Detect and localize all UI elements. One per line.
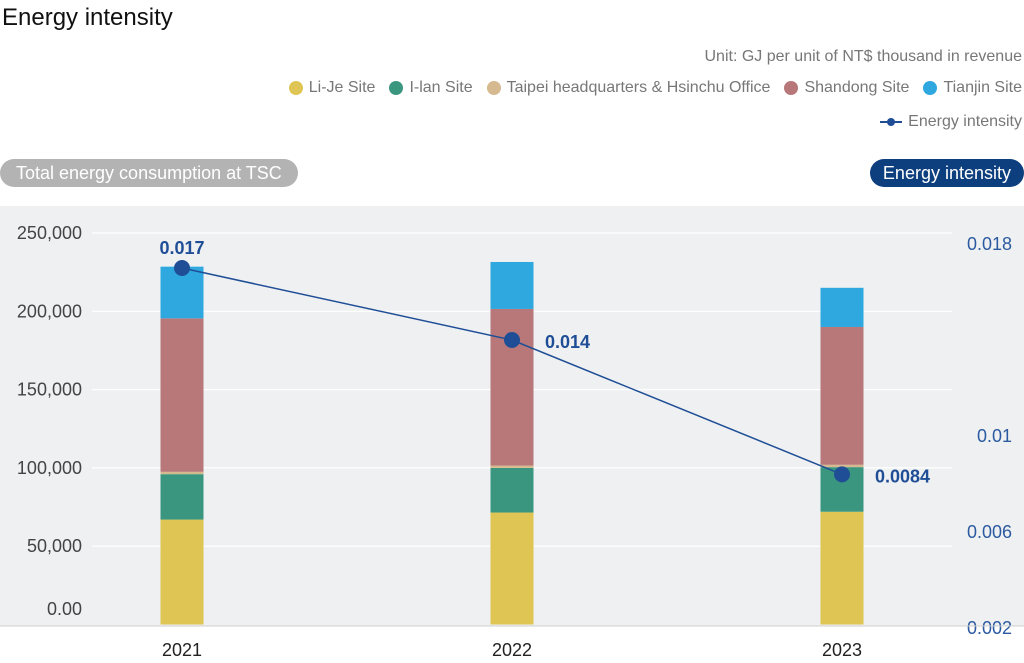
- legend-label-energy-intensity: Energy intensity: [908, 113, 1022, 130]
- bar-segment: [820, 511, 864, 625]
- legend-label-ilan: I-lan Site: [409, 79, 473, 96]
- legend-label-li-je: Li-Je Site: [308, 79, 376, 96]
- y-right-tick-label: 0.018: [967, 234, 1012, 254]
- bar-segment: [490, 467, 534, 513]
- legend-label-taipei: Taipei headquarters & Hsinchu Office: [506, 79, 771, 96]
- line-marker-icon: [880, 116, 903, 128]
- left-axis-title: Total energy consumption at TSC: [0, 159, 298, 187]
- bar-segment: [160, 519, 204, 625]
- unit-label: Unit: GJ per unit of NT$ thousand in rev…: [704, 48, 1022, 65]
- bar-segment: [490, 261, 534, 309]
- y-left-tick-label: 250,000: [17, 223, 82, 243]
- y-left-tick-label: 50,000: [27, 536, 82, 556]
- legend: Li-Je Site I-lan Site Taipei headquarter…: [288, 79, 1022, 97]
- intensity-point: [174, 260, 190, 276]
- x-tick-label: 2022: [492, 640, 532, 660]
- bar-segment: [490, 465, 534, 468]
- intensity-data-label: 0.017: [159, 238, 204, 258]
- intensity-data-label: 0.0084: [875, 466, 930, 486]
- y-left-tick-label: 200,000: [17, 301, 82, 321]
- bar-segment: [160, 474, 204, 520]
- intensity-point: [834, 466, 850, 483]
- legend-item-tianjin[interactable]: Tianjin Site: [923, 79, 1022, 97]
- y-left-tick-label: 0.00: [47, 599, 82, 619]
- y-left-tick-label: 100,000: [17, 458, 82, 478]
- legend-item-energy-intensity[interactable]: Energy intensity: [880, 113, 1022, 131]
- bar-segment: [820, 287, 864, 327]
- y-right-tick-label: 0.006: [967, 522, 1012, 542]
- legend-item-taipei[interactable]: Taipei headquarters & Hsinchu Office: [486, 79, 771, 97]
- legend-swatch-shandong: [784, 81, 799, 95]
- x-tick-label: 2023: [822, 640, 862, 660]
- bar-segment: [160, 318, 204, 472]
- legend-swatch-taipei: [486, 81, 501, 95]
- chart-title: Energy intensity: [2, 4, 173, 31]
- legend-swatch-tianjin: [923, 81, 938, 95]
- bar-segment: [490, 512, 534, 625]
- bar-segment: [160, 471, 204, 475]
- x-tick-label: 2021: [162, 640, 202, 660]
- legend-label-shandong: Shandong Site: [804, 79, 910, 96]
- legend-label-tianjin: Tianjin Site: [943, 79, 1022, 96]
- legend-item-shandong[interactable]: Shandong Site: [784, 79, 909, 97]
- y-right-tick-label: 0.01: [977, 426, 1012, 446]
- legend-item-ilan[interactable]: I-lan Site: [389, 79, 473, 97]
- y-left-tick-label: 150,000: [17, 380, 82, 400]
- intensity-data-label: 0.014: [545, 332, 590, 352]
- bar-segment: [820, 326, 864, 465]
- intensity-point: [504, 332, 520, 348]
- legend-swatch-ilan: [389, 81, 404, 95]
- legend-swatch-li-je: [288, 81, 303, 95]
- legend-item-li-je[interactable]: Li-Je Site: [288, 79, 376, 97]
- bar-segment: [820, 464, 864, 468]
- y-right-tick-label: 0.002: [967, 618, 1012, 638]
- right-axis-title: Energy intensity: [869, 159, 1024, 187]
